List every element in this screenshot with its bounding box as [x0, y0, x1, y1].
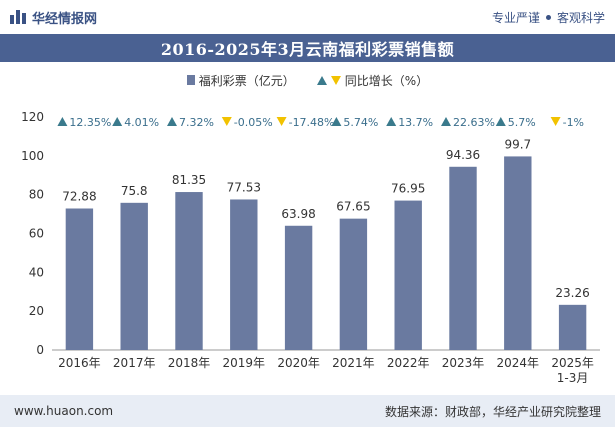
growth-up-icon: [112, 117, 123, 126]
x-tick-label: 2016年: [58, 356, 101, 370]
bar-value-label: 75.8: [121, 184, 148, 198]
growth-down-icon: [550, 117, 561, 126]
bar-value-label: 81.35: [172, 173, 206, 187]
tagline-right: 客观科学: [556, 10, 605, 25]
growth-up-icon: [57, 117, 68, 126]
x-tick-label: 2020年: [277, 356, 320, 370]
footer: www.huaon.com 数据来源：财政部，华经产业研究院整理: [0, 395, 615, 427]
bar-value-label: 77.53: [227, 180, 261, 194]
bar-chart: 0 20 40 60 80 100 120 72.88 2016年 12.35% 75.8 2017年…: [21, 110, 600, 385]
chart-legend: 福利彩票（亿元） 同比增长（%）: [0, 70, 615, 90]
growth-label: 4.01%: [124, 116, 159, 129]
separator-dot-icon: [545, 14, 551, 20]
growth-label: -0.05%: [234, 116, 273, 129]
growth-label: 7.32%: [179, 116, 214, 129]
growth-label: 5.7%: [508, 116, 536, 129]
brand-logo-icon: [10, 9, 26, 25]
growth-label: 22.63%: [453, 116, 495, 129]
brand-name: 华经情报网: [32, 11, 98, 27]
bar: [120, 202, 148, 350]
y-tick-label: 20: [29, 304, 44, 318]
bar-value-label: 72.88: [62, 189, 96, 203]
bar: [230, 199, 258, 350]
tagline-left: 专业严谨: [491, 10, 540, 25]
x-tick-label: 2025年 1-3月: [551, 356, 594, 385]
legend-item-lottery: 福利彩票（亿元）: [186, 72, 295, 89]
growth-label: 12.35%: [69, 116, 111, 129]
bar: [284, 225, 313, 350]
bar-swatch-icon: [186, 75, 195, 85]
x-tick-label: 2023年: [442, 356, 485, 370]
x-tick-label: 2024年: [497, 356, 540, 370]
bar: [558, 304, 587, 350]
bar: [65, 208, 94, 350]
y-tick-label: 100: [21, 149, 44, 163]
chart-title: 2016-2025年3月云南福利彩票销售额: [160, 40, 455, 59]
x-tick-label: 2019年: [223, 356, 266, 370]
growth-up-icon: [386, 117, 397, 126]
growth-up-icon: [495, 117, 506, 126]
y-tick-label: 60: [29, 227, 44, 241]
tagline: 专业严谨 客观科学: [492, 9, 605, 26]
bar: [339, 218, 368, 350]
growth-up-icon: [441, 117, 451, 126]
y-tick-label: 40: [29, 265, 44, 279]
top-bar: 华经情报网 专业严谨 客观科学: [0, 0, 615, 34]
bar-value-label: 94.36: [446, 148, 480, 162]
legend-item-growth: 同比增长（%）: [316, 72, 429, 89]
growth-up-icon: [167, 117, 177, 126]
growth-label: 5.74%: [343, 116, 378, 129]
growth-down-icon: [221, 117, 232, 126]
bar: [175, 192, 203, 350]
bar-value-label: 23.26: [555, 286, 589, 300]
legend-label-lottery: 福利彩票（亿元）: [198, 73, 295, 88]
x-tick-label: 2017年: [113, 356, 156, 370]
bar: [504, 156, 532, 350]
bar: [449, 166, 477, 350]
y-tick-label: 80: [29, 188, 44, 202]
bar: [394, 200, 422, 350]
growth-label: -17.48%: [289, 116, 335, 129]
triangle-down-icon: [330, 75, 341, 85]
bar-value-label: 67.65: [336, 200, 370, 214]
growth-up-icon: [331, 117, 342, 126]
growth-label: -1%: [563, 116, 584, 129]
growth-down-icon: [276, 117, 287, 126]
legend-label-growth: 同比增长（%）: [344, 73, 429, 88]
growth-label: 13.7%: [398, 116, 433, 129]
footer-website: www.huaon.com: [14, 404, 114, 418]
y-tick-label: 0: [36, 343, 44, 357]
title-bar: 2016-2025年3月云南福利彩票销售额: [0, 34, 615, 62]
triangle-up-icon: [316, 75, 327, 85]
bar-value-label: 99.7: [504, 137, 531, 151]
x-tick-label: 2018年: [168, 356, 211, 370]
bar-value-label: 76.95: [391, 182, 425, 196]
footer-source: 数据来源：财政部，华经产业研究院整理: [384, 404, 601, 419]
brand: 华经情报网: [10, 8, 97, 27]
x-tick-label: 2022年: [387, 356, 430, 370]
y-tick-label: 120: [21, 110, 44, 124]
bar-value-label: 63.98: [281, 207, 315, 221]
x-tick-label: 2021年: [332, 356, 375, 370]
